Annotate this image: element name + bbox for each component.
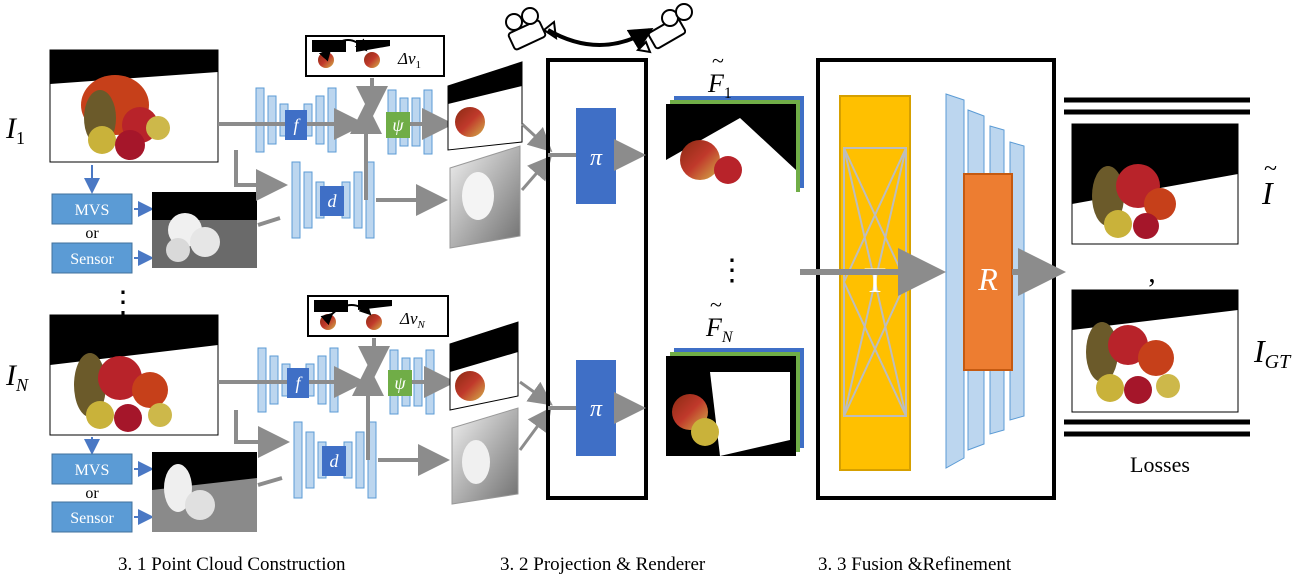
psi-box-bottom [388, 370, 412, 396]
refiner-network [945, 93, 1025, 469]
or-label-bottom: or [85, 485, 99, 502]
refiner-label: R [977, 261, 998, 297]
view-change-box-top [305, 35, 445, 77]
input-image-bottom [49, 314, 219, 436]
rgb-to-pi-arrow-bottom [519, 380, 553, 406]
warped-rgb-top [447, 61, 523, 151]
depth-map-bottom [152, 452, 257, 532]
input-label-top: I1 [5, 112, 25, 148]
view-change-label-bottom: ΔvN [399, 309, 426, 331]
mvs-label-bottom: MVS [75, 462, 110, 479]
output-comma: , [1148, 256, 1156, 289]
projected-feature-label-bottom: FN [705, 313, 734, 346]
pi-box-top [576, 108, 616, 204]
sensor-box-top [51, 242, 133, 274]
mvs-label-top: MVS [75, 202, 110, 219]
section-caption-2: 3. 2 Projection & Renderer [500, 554, 706, 575]
f-label-bottom: f [295, 373, 303, 393]
warped-rgb-bottom [449, 321, 519, 411]
psi-box-top [386, 112, 410, 138]
depth-to-pi-arrow-bottom [518, 407, 552, 451]
view-change-box-bottom [307, 295, 449, 337]
camera-icon [505, 7, 558, 51]
warped-depth-bottom [451, 407, 519, 505]
projected-feature-stack-top [666, 96, 804, 196]
rgb-to-pi-arrow-top [520, 122, 553, 153]
d-label-top: d [328, 191, 338, 211]
projection-renderer-block [546, 58, 648, 500]
losses-label: Losses [1130, 452, 1190, 477]
warped-depth-top [449, 145, 521, 249]
depthmap-to-d-arrow-bottom [257, 476, 283, 487]
d-label-bottom: d [330, 451, 340, 471]
or-label-top: or [85, 225, 99, 242]
pi-label-bottom: π [590, 396, 603, 422]
predicted-image-tilde: ~ [1264, 156, 1277, 182]
ellipsis-middle: ⋮ [717, 254, 747, 287]
image-to-d-arrow-top [234, 150, 288, 201]
d-box-bottom [322, 446, 346, 476]
transformer-label: T [864, 260, 886, 300]
section-caption-3: 3. 3 Fusion &Refinement [818, 554, 1012, 575]
camera-icon [635, 3, 693, 54]
ground-truth-image [1071, 289, 1239, 413]
mvs-box-bottom [51, 453, 133, 485]
predicted-image [1071, 123, 1239, 245]
mvs-box-top [51, 193, 133, 225]
pi-box-bottom [576, 360, 616, 456]
ground-truth-label: IGT [1253, 333, 1292, 373]
pi-label-top: π [590, 145, 603, 171]
psi-label-top: ψ [392, 115, 404, 135]
depthmap-to-d-arrow-top [257, 216, 281, 227]
f-label-top: f [293, 115, 301, 135]
sensor-label-bottom: Sensor [70, 510, 114, 527]
image-to-d-arrow-bottom [234, 410, 290, 458]
predicted-image-label: I [1261, 175, 1274, 211]
f-box-bottom [287, 368, 309, 398]
d-box-top [320, 186, 344, 216]
ellipsis-left: ⋮ [108, 286, 138, 319]
sensor-label-top: Sensor [70, 251, 114, 268]
projected-feature-label-top: F1 [707, 69, 732, 102]
camera-move-arrow [547, 27, 654, 51]
projected-feature-tilde-top: ~ [712, 48, 724, 73]
psi-label-bottom: ψ [394, 373, 406, 393]
section-caption-1: 3. 1 Point Cloud Construction [118, 554, 346, 575]
sensor-box-bottom [51, 501, 133, 533]
depth-map-top [152, 192, 257, 268]
feature-encoder-top [255, 87, 337, 153]
f-box-top [285, 110, 307, 140]
input-image-top [49, 49, 219, 163]
input-label-bottom: IN [5, 359, 29, 395]
projected-feature-tilde-bottom: ~ [710, 292, 722, 317]
view-change-label-top: Δv1 [397, 49, 421, 71]
depth-to-pi-arrow-top [520, 155, 552, 191]
projected-feature-stack-bottom [666, 348, 804, 456]
